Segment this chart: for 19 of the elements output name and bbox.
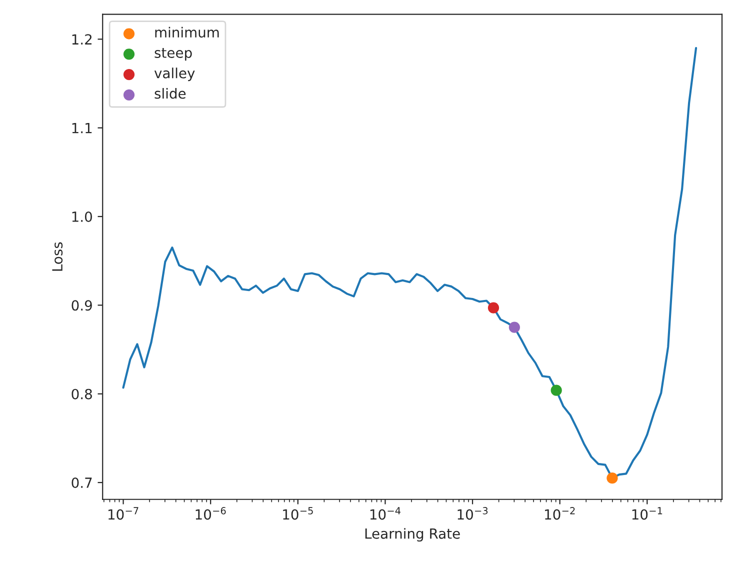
legend-label: slide [154, 88, 186, 99]
legend-label: valley [154, 68, 195, 82]
y-tick-label: 1.0 [72, 211, 92, 222]
x-tick-label: 10$^{−4}$ [370, 507, 400, 520]
x-tick-label: 10$^{−1}$ [632, 507, 662, 520]
y-tick-label: 1.1 [72, 123, 92, 134]
x-tick-label: 10$^{−6}$ [196, 507, 226, 520]
y-tick-label: 0.7 [72, 478, 92, 488]
legend-label: minimum [155, 26, 219, 38]
x-tick-label: 10$^{−2}$ [545, 507, 575, 520]
x-tick-label: 10$^{−3}$ [458, 507, 488, 520]
legend-label: steep [154, 48, 192, 61]
y-tick-label: 0.8 [72, 388, 92, 400]
y-axis-title: Loss [52, 242, 63, 271]
x-axis-title: Learning Rate [365, 528, 460, 542]
x-tick-label: 10$^{−5}$ [283, 507, 313, 520]
y-tick-label: 0.9 [72, 300, 92, 311]
y-tick-label: 1.2 [72, 34, 92, 44]
x-tick-label: 10$^{−7}$ [108, 507, 138, 520]
